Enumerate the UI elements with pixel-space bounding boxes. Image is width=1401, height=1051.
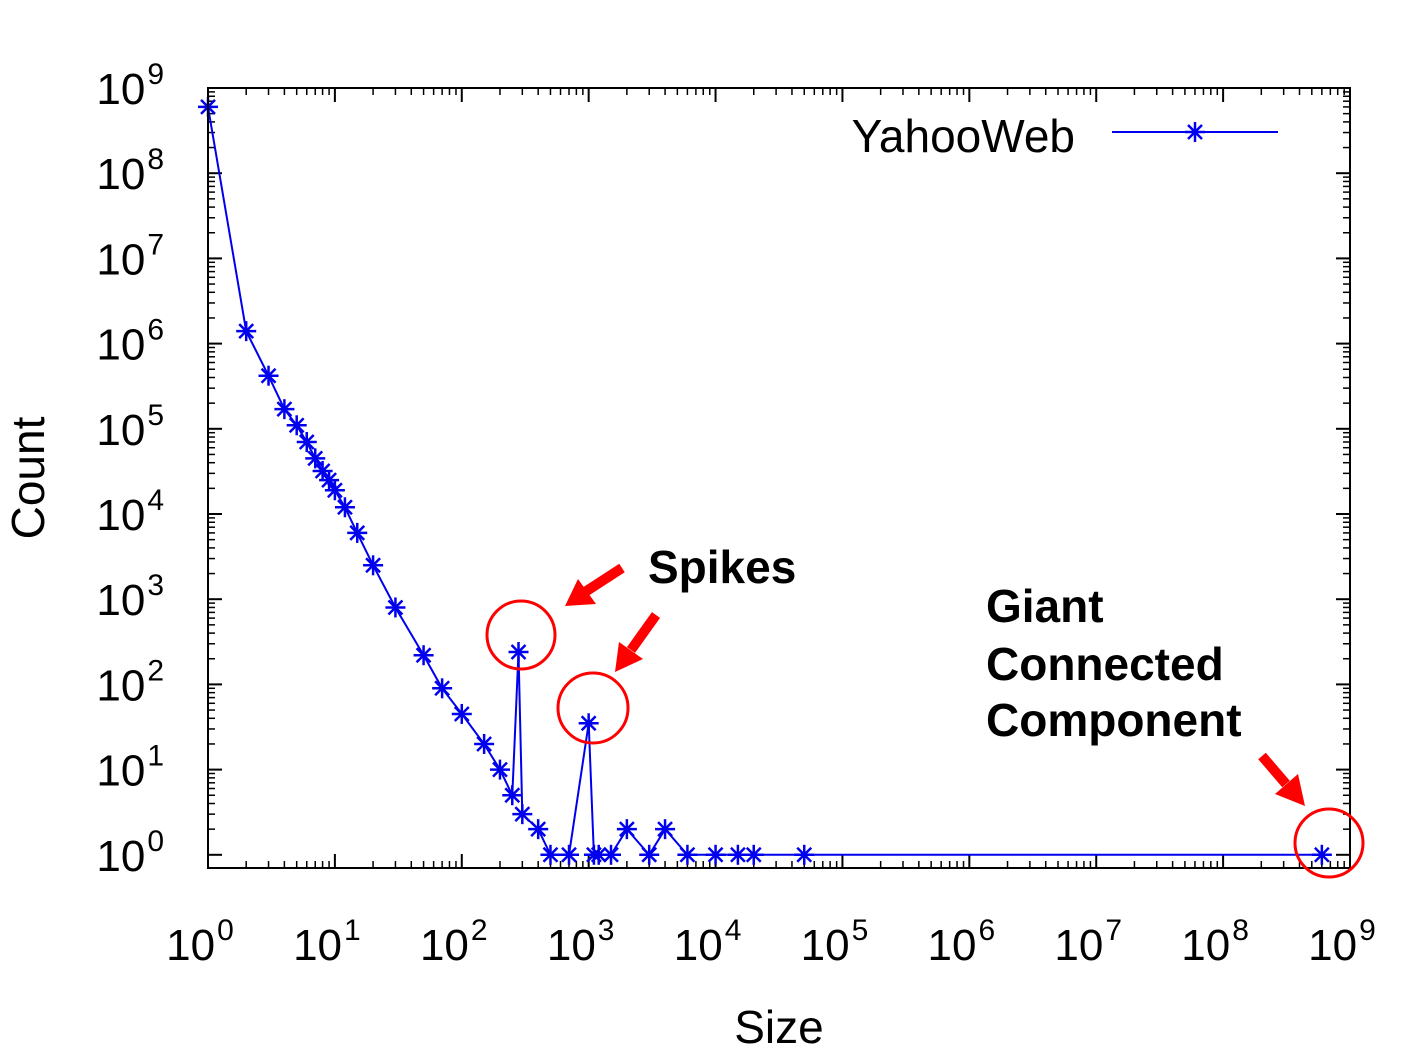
x-tick-label: 105 [801,914,869,970]
tick-labels: 100 101 102 103 104 105 106 107 108 109 100 101 102 1… [96,58,1375,970]
spike-circle-2 [556,671,630,745]
data-point [540,844,561,865]
axis-ticks [207,87,1351,868]
y-tick-label: 108 [96,143,164,199]
data-point [347,522,368,543]
data-point [588,844,609,865]
y-tick-label: 106 [96,314,164,370]
x-tick-label: 109 [1308,914,1376,970]
spike-arrow-2 [615,612,661,672]
data-point [474,733,495,754]
data-point [236,321,257,342]
legend-marker [1185,122,1205,142]
data-point [258,365,279,386]
y-tick-label: 102 [96,654,164,710]
data-point [743,844,764,865]
y-tick-label: 101 [96,740,164,796]
data-point [502,785,523,806]
data-point [1311,844,1332,865]
gcc-label-line-1: Giant [986,580,1104,632]
spike-circle-1 [485,599,557,671]
gcc-circle [1293,807,1365,879]
series-yahooweb [198,96,1332,865]
data-point [528,819,549,840]
data-point [363,555,384,576]
y-tick-label: 105 [96,399,164,455]
x-tick-label: 106 [928,914,996,970]
x-tick-label: 100 [166,914,234,970]
gcc-label-line-3: Component [986,694,1242,746]
data-point [639,844,660,865]
y-tick-label: 109 [96,58,164,114]
data-point [319,470,340,491]
data-point [512,804,533,825]
data-point [794,844,815,865]
data-point [616,819,637,840]
y-axis-title: Count [2,416,54,539]
data-point [578,713,599,734]
data-point [312,460,333,481]
data-point [413,645,434,666]
plot-frame [207,87,1351,869]
x-tick-label: 108 [1181,914,1249,970]
spikes-label: Spikes [648,541,796,593]
gcc-arrow [1258,752,1305,806]
spike-arrow-1 [565,563,625,606]
data-point [601,844,622,865]
legend: YahooWeb [852,110,1278,162]
y-tick-label: 100 [96,825,164,881]
y-tick-label: 103 [96,569,164,625]
data-point [705,844,726,865]
data-point [334,497,355,518]
series-markers [198,96,1332,865]
x-tick-label: 104 [674,914,742,970]
x-tick-label: 101 [293,914,361,970]
data-point [655,819,676,840]
x-axis-title: Size [734,1001,823,1051]
x-tick-label: 102 [420,914,488,970]
data-point [677,844,698,865]
gcc-label-line-2: Connected [986,638,1224,690]
x-tick-label: 107 [1054,914,1122,970]
data-point [274,399,295,420]
legend-marker-star [1185,122,1205,142]
data-point [451,703,472,724]
data-point [559,844,580,865]
data-point [324,480,345,501]
y-tick-label: 104 [96,484,164,540]
data-point [508,642,529,663]
x-tick-label: 103 [547,914,615,970]
data-point [286,415,307,436]
y-tick-label: 107 [96,228,164,284]
data-point [432,678,453,699]
annotations: Spikes Giant Connected Component [485,541,1365,879]
data-point [296,431,317,452]
data-point [489,759,510,780]
data-point [385,597,406,618]
legend-label: YahooWeb [852,110,1075,162]
